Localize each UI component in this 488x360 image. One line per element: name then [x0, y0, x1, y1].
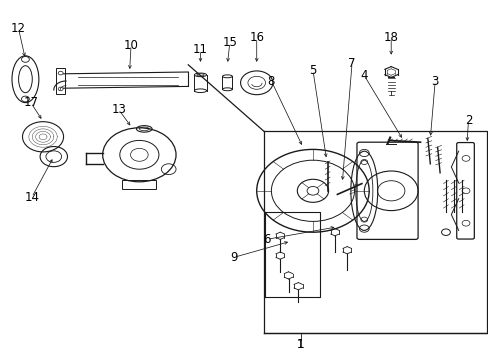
Text: 3: 3 — [430, 75, 438, 87]
Text: 1: 1 — [296, 338, 304, 351]
Text: 14: 14 — [24, 191, 39, 204]
Text: 7: 7 — [347, 57, 355, 69]
Text: 10: 10 — [123, 39, 138, 51]
Text: 2: 2 — [464, 114, 471, 127]
Text: 15: 15 — [222, 36, 237, 49]
Text: 8: 8 — [267, 75, 275, 87]
Text: 6: 6 — [262, 233, 270, 246]
Text: 12: 12 — [11, 22, 26, 35]
Text: 9: 9 — [229, 251, 237, 264]
Text: 18: 18 — [383, 31, 398, 44]
Text: 5: 5 — [308, 64, 316, 77]
Text: 11: 11 — [193, 43, 207, 56]
Text: 16: 16 — [249, 31, 264, 44]
Bar — [122, 180, 156, 189]
Text: 4: 4 — [360, 69, 367, 82]
Text: 13: 13 — [111, 103, 126, 116]
Text: 1: 1 — [296, 338, 304, 351]
Text: 17: 17 — [23, 96, 38, 109]
Bar — [56, 68, 65, 94]
